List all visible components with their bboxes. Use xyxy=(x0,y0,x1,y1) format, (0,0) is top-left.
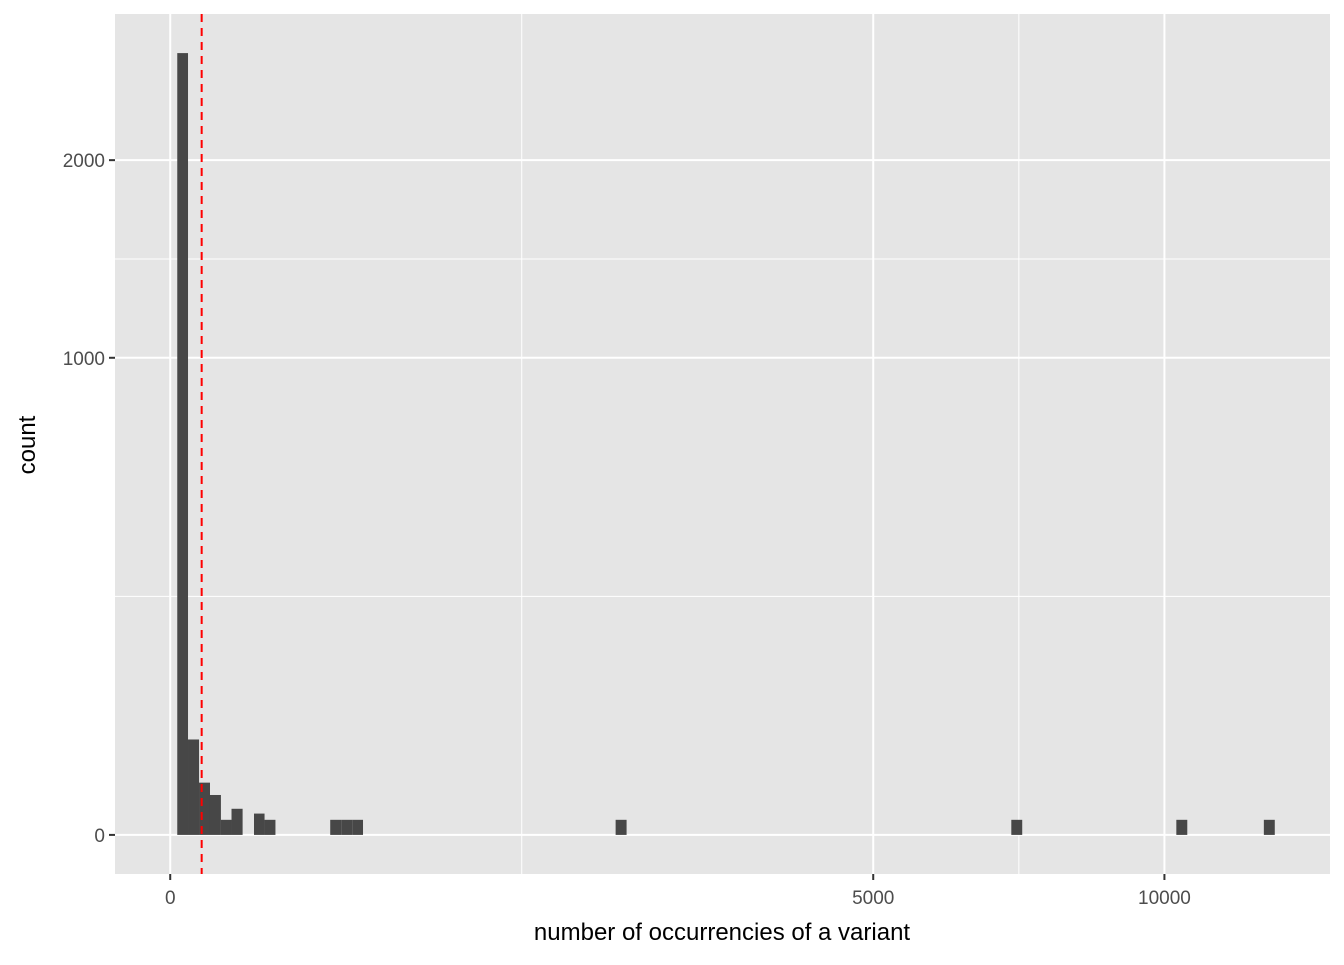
histogram-bar xyxy=(253,813,265,835)
histogram-bar xyxy=(352,819,364,835)
histogram-bar xyxy=(209,794,221,835)
histogram-bar xyxy=(231,808,243,835)
axes: 0 5000 10000 0 1000 2000 xyxy=(63,151,1191,909)
histogram-bar xyxy=(341,819,353,835)
y-tick-label: 2000 xyxy=(63,151,105,172)
histogram-bar xyxy=(1176,819,1188,835)
histogram-bar xyxy=(1011,819,1023,835)
histogram-bar xyxy=(330,819,342,835)
y-axis-label: count xyxy=(14,415,41,474)
major-gridlines xyxy=(115,14,1330,874)
y-tick-label: 0 xyxy=(94,826,105,847)
histogram-bars xyxy=(177,53,1275,835)
x-tick-label: 5000 xyxy=(852,888,894,909)
histogram-bar xyxy=(199,782,210,835)
x-axis-label: number of occurrencies of a variant xyxy=(534,919,911,946)
histogram-bar xyxy=(188,739,200,835)
histogram-bar xyxy=(1263,819,1275,835)
histogram-bar xyxy=(220,819,232,835)
x-tick-label: 10000 xyxy=(1138,888,1191,909)
x-tick-label: 0 xyxy=(165,888,176,909)
histogram-bar xyxy=(177,53,189,835)
minor-gridlines xyxy=(115,14,1330,874)
y-tick-label: 1000 xyxy=(63,349,105,370)
plot-panel xyxy=(115,14,1330,874)
histogram-bar xyxy=(615,819,627,835)
histogram-bar xyxy=(264,819,276,835)
